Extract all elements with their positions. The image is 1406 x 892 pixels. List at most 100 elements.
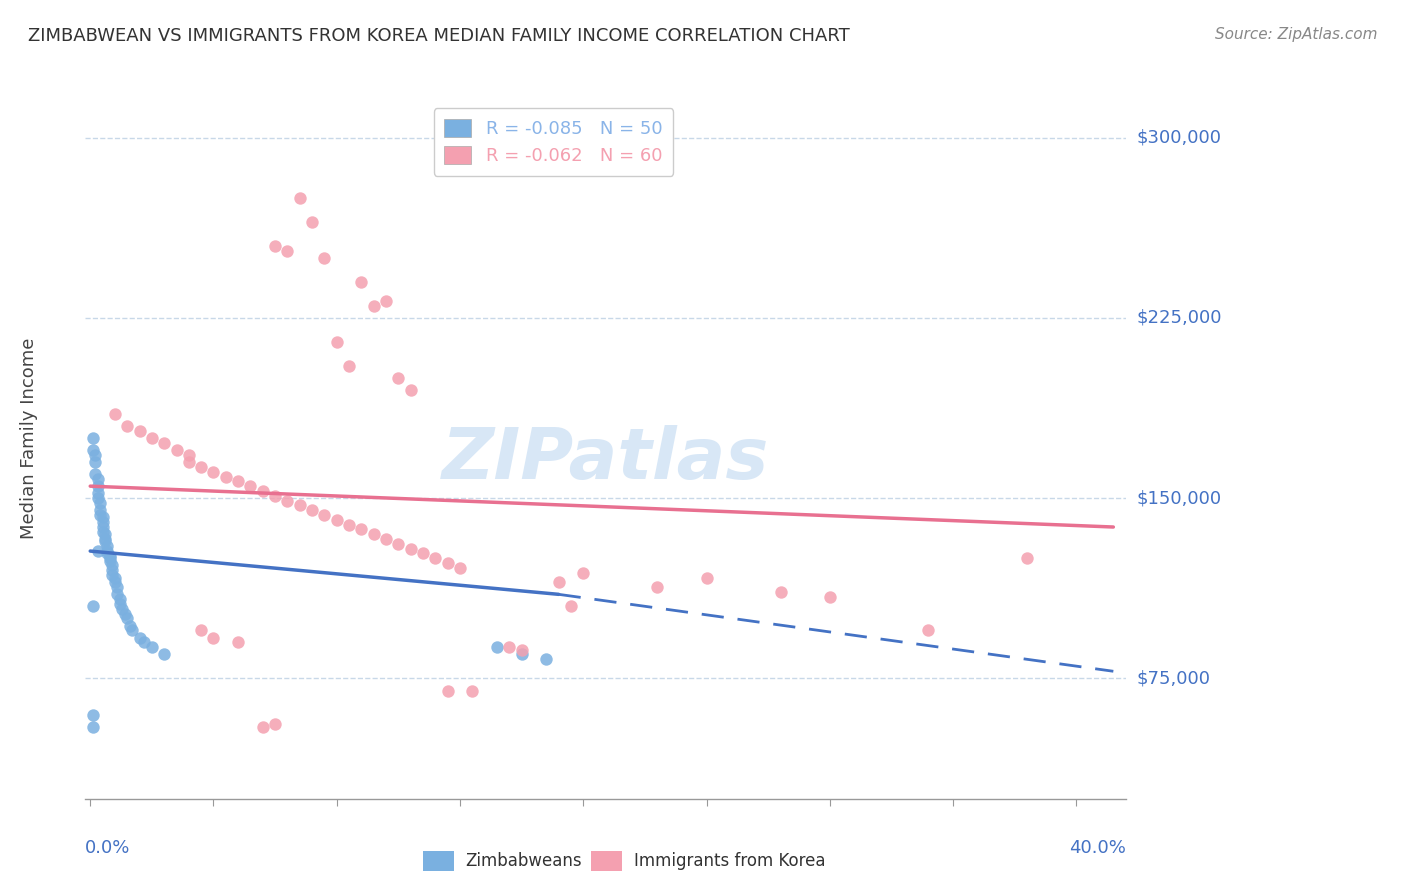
Text: 40.0%: 40.0% [1069, 838, 1126, 857]
Point [89, 508, 111, 522]
Text: Median Family Income: Median Family Income [20, 337, 38, 539]
Point [412, 546, 434, 560]
Point [86, 486, 108, 500]
Point [153, 648, 176, 662]
Point [301, 215, 323, 229]
Point [818, 590, 841, 604]
Point [572, 566, 595, 580]
Point [86, 472, 108, 486]
Point [399, 383, 422, 397]
Point [350, 523, 373, 537]
Point [108, 592, 131, 607]
Text: 0.0%: 0.0% [86, 838, 131, 857]
Point [696, 570, 718, 584]
Point [337, 359, 360, 373]
Point [226, 475, 249, 489]
Point [114, 607, 136, 621]
Point [91, 510, 114, 524]
Point [375, 532, 398, 546]
Point [387, 371, 409, 385]
Point [326, 334, 349, 349]
Point [108, 597, 131, 611]
Point [94, 534, 117, 549]
Point [128, 631, 150, 645]
Point [96, 539, 118, 553]
Point [96, 544, 118, 558]
Text: Immigrants from Korea: Immigrants from Korea [634, 852, 825, 870]
Point [104, 407, 127, 421]
Point [121, 624, 143, 638]
Point [98, 549, 121, 563]
Point [252, 720, 274, 734]
Point [202, 465, 225, 479]
Text: Source: ZipAtlas.com: Source: ZipAtlas.com [1215, 27, 1378, 42]
Point [105, 587, 128, 601]
Point [89, 496, 111, 510]
Point [387, 537, 409, 551]
Point [375, 293, 398, 308]
Point [301, 503, 323, 517]
Point [101, 558, 124, 573]
Text: ZIPatlas: ZIPatlas [441, 425, 769, 494]
Point [98, 551, 121, 566]
Point [134, 635, 156, 649]
Point [105, 580, 128, 594]
Point [96, 546, 118, 560]
Point [350, 275, 373, 289]
Point [560, 599, 582, 614]
Point [276, 493, 298, 508]
Point [190, 624, 212, 638]
Point [510, 648, 533, 662]
Point [436, 556, 458, 570]
Point [128, 424, 150, 438]
Text: $300,000: $300,000 [1137, 128, 1222, 146]
Point [645, 580, 668, 594]
Point [141, 640, 163, 655]
Point [101, 563, 124, 577]
Point [215, 469, 238, 483]
Point [449, 561, 471, 575]
Point [166, 443, 188, 458]
Point [314, 251, 336, 265]
Point [111, 601, 134, 615]
Point [177, 455, 200, 469]
Point [461, 683, 484, 698]
Text: $75,000: $75,000 [1137, 670, 1211, 688]
Text: $150,000: $150,000 [1137, 489, 1222, 508]
Point [485, 640, 508, 655]
Point [82, 720, 104, 734]
Point [917, 624, 939, 638]
Text: Zimbabweans: Zimbabweans [465, 852, 582, 870]
Point [91, 520, 114, 534]
Point [104, 575, 127, 590]
Point [190, 459, 212, 474]
Point [510, 642, 533, 657]
Point [89, 503, 111, 517]
Point [276, 244, 298, 258]
Point [86, 544, 108, 558]
Point [86, 491, 108, 505]
Point [115, 611, 138, 625]
Point [1015, 551, 1038, 566]
Point [82, 431, 104, 445]
Point [288, 191, 311, 205]
Point [94, 532, 117, 546]
Point [425, 551, 447, 566]
Point [82, 599, 104, 614]
Point [177, 448, 200, 462]
Point [91, 515, 114, 529]
Text: ZIMBABWEAN VS IMMIGRANTS FROM KOREA MEDIAN FAMILY INCOME CORRELATION CHART: ZIMBABWEAN VS IMMIGRANTS FROM KOREA MEDI… [28, 27, 849, 45]
Point [536, 652, 558, 666]
Point [86, 479, 108, 493]
Point [115, 419, 138, 434]
Point [84, 467, 107, 482]
Point [498, 640, 520, 655]
Point [226, 635, 249, 649]
Point [326, 513, 349, 527]
Text: $225,000: $225,000 [1137, 309, 1222, 326]
Point [399, 541, 422, 556]
Point [101, 568, 124, 582]
Point [82, 443, 104, 458]
Point [363, 299, 385, 313]
Point [363, 527, 385, 541]
